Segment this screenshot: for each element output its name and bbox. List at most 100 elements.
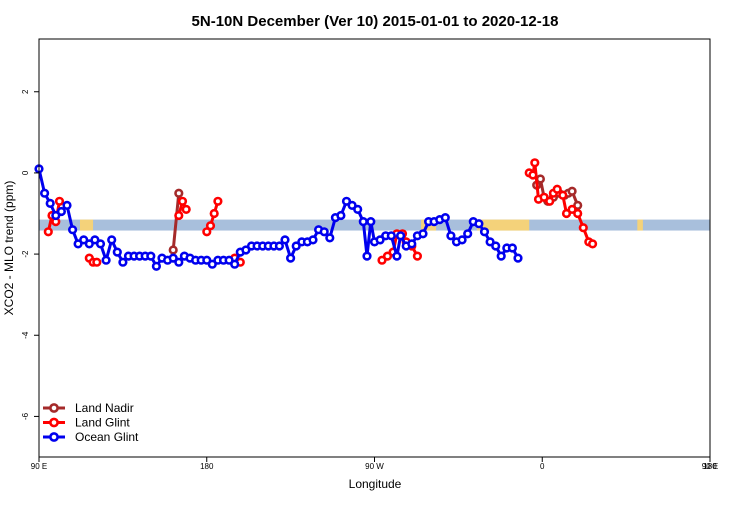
data-point bbox=[353, 204, 363, 214]
data-point bbox=[362, 251, 372, 261]
plot-area bbox=[34, 158, 710, 271]
data-point bbox=[45, 198, 55, 208]
legend-label: Land Glint bbox=[75, 416, 130, 430]
data-point bbox=[174, 257, 184, 267]
data-point bbox=[54, 196, 65, 206]
data-point bbox=[587, 239, 598, 249]
data-point bbox=[39, 188, 50, 198]
data-point bbox=[530, 158, 540, 168]
data-point bbox=[177, 196, 188, 206]
x-axis-label: Longitude bbox=[349, 477, 402, 491]
legend-swatch-marker bbox=[49, 417, 59, 428]
legend-swatch-marker bbox=[49, 432, 59, 442]
data-point bbox=[43, 227, 53, 237]
data-point bbox=[573, 208, 583, 219]
data-point bbox=[205, 221, 216, 231]
data-point bbox=[558, 190, 568, 200]
data-point bbox=[213, 196, 223, 206]
data-point bbox=[319, 227, 329, 237]
data-point bbox=[274, 241, 285, 251]
data-point bbox=[62, 200, 72, 210]
plot-frame bbox=[38, 38, 711, 458]
series-ocean-glint bbox=[34, 164, 523, 271]
legend-label: Land Nadir bbox=[75, 401, 134, 415]
data-point bbox=[567, 186, 577, 196]
data-point bbox=[118, 257, 128, 267]
data-point bbox=[181, 204, 191, 214]
data-point bbox=[418, 229, 428, 239]
series-land-glint bbox=[43, 158, 598, 267]
data-point bbox=[174, 188, 184, 198]
data-point bbox=[485, 237, 495, 247]
x-tick-label: 0 bbox=[540, 462, 545, 471]
x-tick-label: 90 E bbox=[702, 462, 718, 471]
data-point bbox=[101, 255, 111, 265]
data-point bbox=[578, 223, 588, 233]
data-point bbox=[479, 227, 490, 237]
y-tick-label: 0 bbox=[21, 170, 30, 175]
y-tick-label: -4 bbox=[21, 331, 30, 339]
data-point bbox=[567, 204, 577, 214]
data-point bbox=[507, 243, 518, 253]
y-axis-label: XCO2 - MLO trend (ppm) bbox=[2, 181, 16, 316]
data-point bbox=[496, 251, 506, 261]
data-point bbox=[552, 184, 562, 194]
data-point bbox=[151, 261, 161, 271]
data-point bbox=[286, 253, 296, 263]
data-point bbox=[174, 210, 184, 221]
reference-band bbox=[39, 219, 710, 231]
data-point bbox=[412, 251, 423, 261]
data-point bbox=[56, 206, 67, 217]
data-point bbox=[463, 229, 473, 239]
legend-label: Ocean Glint bbox=[75, 430, 139, 444]
data-point bbox=[308, 235, 318, 245]
x-tick-label: 90 W bbox=[365, 462, 384, 471]
data-point bbox=[95, 239, 106, 249]
data-point bbox=[528, 170, 538, 180]
legend-item-land-nadir: Land Nadir bbox=[43, 401, 134, 415]
data-point bbox=[67, 225, 78, 235]
data-point bbox=[375, 235, 385, 245]
x-tick-label: 180 bbox=[200, 462, 214, 471]
legend-item-ocean-glint: Ocean Glint bbox=[43, 430, 139, 444]
data-point bbox=[107, 235, 117, 245]
data-point bbox=[457, 235, 467, 245]
y-axis: 2 0 -2 -4 -6 bbox=[21, 89, 39, 420]
data-point bbox=[366, 217, 376, 227]
data-point bbox=[561, 208, 572, 219]
data-point bbox=[474, 219, 484, 229]
data-point bbox=[407, 239, 417, 249]
land-band-segment bbox=[477, 219, 530, 231]
data-point bbox=[325, 233, 335, 243]
series-line bbox=[171, 193, 181, 251]
data-point bbox=[358, 217, 368, 227]
land-band-segment bbox=[637, 219, 643, 231]
data-point bbox=[291, 241, 301, 251]
legend-item-land-glint: Land Glint bbox=[43, 416, 130, 430]
data-point bbox=[446, 231, 456, 241]
x-tick-label: 180 bbox=[703, 462, 717, 471]
data-point bbox=[392, 251, 402, 261]
data-point bbox=[396, 231, 406, 241]
data-point bbox=[168, 253, 178, 263]
data-point bbox=[209, 208, 219, 219]
data-point bbox=[336, 210, 346, 221]
x-tick-label: 90 E bbox=[31, 462, 47, 471]
data-point bbox=[202, 227, 212, 237]
data-point bbox=[386, 231, 396, 241]
data-point bbox=[146, 251, 156, 261]
data-point bbox=[545, 196, 555, 206]
data-point bbox=[491, 241, 501, 251]
data-point bbox=[168, 245, 178, 255]
data-point bbox=[341, 196, 352, 206]
data-point bbox=[513, 253, 523, 263]
y-tick-label: -6 bbox=[21, 412, 30, 420]
legend-swatch-marker bbox=[49, 403, 59, 413]
data-point bbox=[92, 257, 102, 267]
chart-title: 5N-10N December (Ver 10) 2015-01-01 to 2… bbox=[192, 13, 559, 30]
data-point bbox=[112, 247, 122, 257]
